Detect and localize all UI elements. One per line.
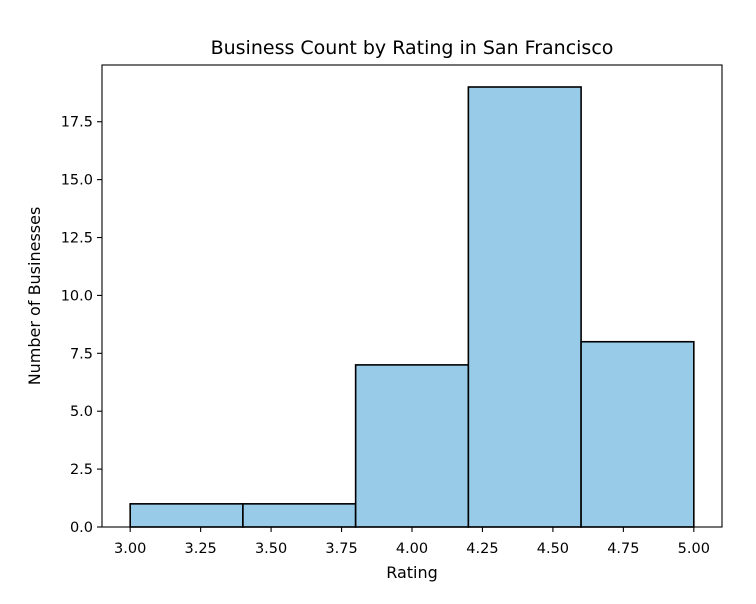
x-tick-label-2: 3.25 <box>184 541 216 557</box>
chart-title: Business Count by Rating in San Francisc… <box>211 37 614 59</box>
y-tick-label-1: 0.0 <box>70 520 93 536</box>
x-tick-label-7: 4.50 <box>537 541 569 557</box>
x-tick-label-1: 3.00 <box>114 541 146 557</box>
histogram-bar-5 <box>580 340 695 528</box>
x-axis-ticks: 3.00 3.25 3.50 3.75 4.00 4.25 4.50 4.75 5.00 <box>114 527 710 557</box>
x-tick-label-6: 4.25 <box>466 541 498 557</box>
y-tick-label-3: 5.0 <box>70 404 93 420</box>
y-tick-label-2: 2.5 <box>70 462 93 478</box>
y-tick-label-4: 7.5 <box>70 346 93 362</box>
y-tick-label-5: 10.0 <box>61 288 93 304</box>
x-tick-label-9: 5.00 <box>678 541 710 557</box>
y-tick-label-7: 15.0 <box>61 173 93 189</box>
histogram-bar-4 <box>467 86 582 528</box>
x-tick-label-4: 3.75 <box>325 541 357 557</box>
x-tick-label-3: 3.50 <box>255 541 287 557</box>
histogram-bar-2 <box>242 503 357 528</box>
x-axis-label: Rating <box>386 563 438 582</box>
y-tick-label-6: 12.5 <box>61 231 93 247</box>
y-tick-label-8: 17.5 <box>61 115 93 131</box>
histogram-bar-1 <box>129 503 244 528</box>
y-axis-ticks: 0.0 2.5 5.0 7.5 10.0 12.5 15.0 17.5 <box>61 115 102 536</box>
y-axis-label: Number of Businesses <box>25 207 44 386</box>
x-tick-label-5: 4.00 <box>396 541 428 557</box>
bars-group <box>129 86 695 528</box>
x-tick-label-8: 4.75 <box>607 541 639 557</box>
histogram-bar-3 <box>354 364 470 528</box>
